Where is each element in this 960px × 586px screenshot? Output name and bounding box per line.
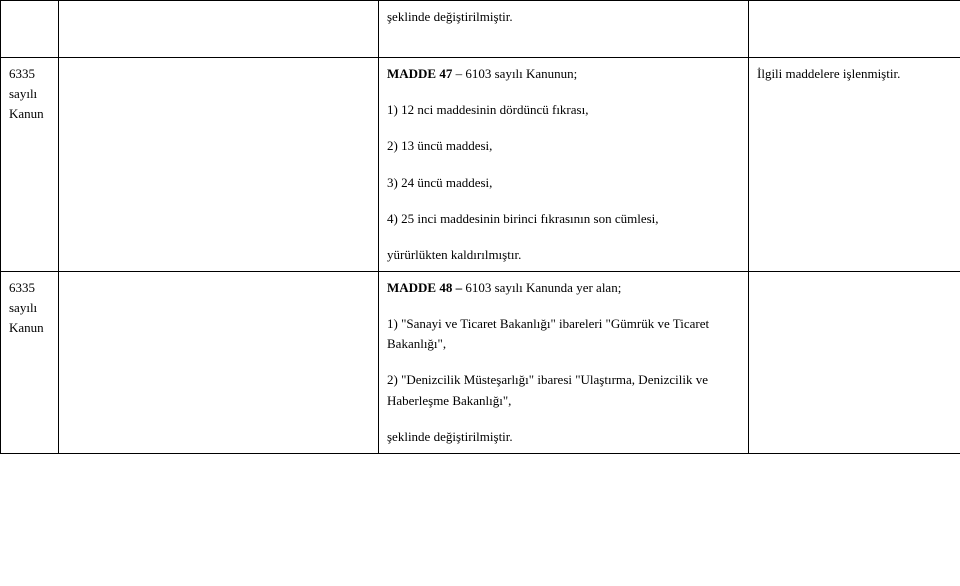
text: şeklinde değiştirilmiştir. bbox=[387, 429, 513, 444]
cell-r2-c3: MADDE 48 – 6103 sayılı Kanunda yer alan;… bbox=[379, 271, 749, 453]
cell-r2-c4 bbox=[749, 271, 960, 453]
cell-r0-c1 bbox=[1, 1, 59, 58]
law-ref-line: 6335 bbox=[9, 66, 35, 81]
text: 1) 12 nci maddesinin dördüncü fıkrası, bbox=[387, 102, 588, 117]
law-ref-line: sayılı bbox=[9, 86, 37, 101]
cell-r2-c1: 6335 sayılı Kanun bbox=[1, 271, 59, 453]
text: 4) 25 inci maddesinin birinci fıkrasının… bbox=[387, 211, 659, 226]
madde-label: MADDE 47 bbox=[387, 66, 452, 81]
madde-label: MADDE 48 – bbox=[387, 280, 465, 295]
table-row: 6335 sayılı Kanun MADDE 48 – 6103 sayılı… bbox=[1, 271, 960, 453]
cell-r0-c4 bbox=[749, 1, 960, 58]
cell-r1-c4: İlgili maddelere işlenmiştir. bbox=[749, 58, 960, 272]
law-ref-line: 6335 bbox=[9, 280, 35, 295]
cell-r1-c1: 6335 sayılı Kanun bbox=[1, 58, 59, 272]
cell-r1-c2 bbox=[59, 58, 379, 272]
table-row: 6335 sayılı Kanun MADDE 47 – 6103 sayılı… bbox=[1, 58, 960, 272]
text: şeklinde değiştirilmiştir. bbox=[387, 9, 513, 24]
cell-r0-c2 bbox=[59, 1, 379, 58]
text: 2) "Denizcilik Müsteşarlığı" ibaresi "Ul… bbox=[387, 372, 708, 407]
law-ref-line: Kanun bbox=[9, 320, 44, 335]
law-ref-line: sayılı bbox=[9, 300, 37, 315]
cell-r2-c2 bbox=[59, 271, 379, 453]
text: 6103 sayılı Kanunda yer alan; bbox=[465, 280, 621, 295]
text: 3) 24 üncü maddesi, bbox=[387, 175, 492, 190]
cell-r0-c3: şeklinde değiştirilmiştir. bbox=[379, 1, 749, 58]
text: 1) "Sanayi ve Ticaret Bakanlığı" ibarele… bbox=[387, 316, 709, 351]
text: yürürlükten kaldırılmıştır. bbox=[387, 247, 521, 262]
text: – 6103 sayılı Kanunun; bbox=[452, 66, 577, 81]
table-row: şeklinde değiştirilmiştir. bbox=[1, 1, 960, 58]
law-table: şeklinde değiştirilmiştir. 6335 sayılı K… bbox=[0, 0, 960, 454]
cell-r1-c3: MADDE 47 – 6103 sayılı Kanunun; 1) 12 nc… bbox=[379, 58, 749, 272]
note-text: İlgili maddelere işlenmiştir. bbox=[757, 66, 900, 81]
text: 2) 13 üncü maddesi, bbox=[387, 138, 492, 153]
law-ref-line: Kanun bbox=[9, 106, 44, 121]
